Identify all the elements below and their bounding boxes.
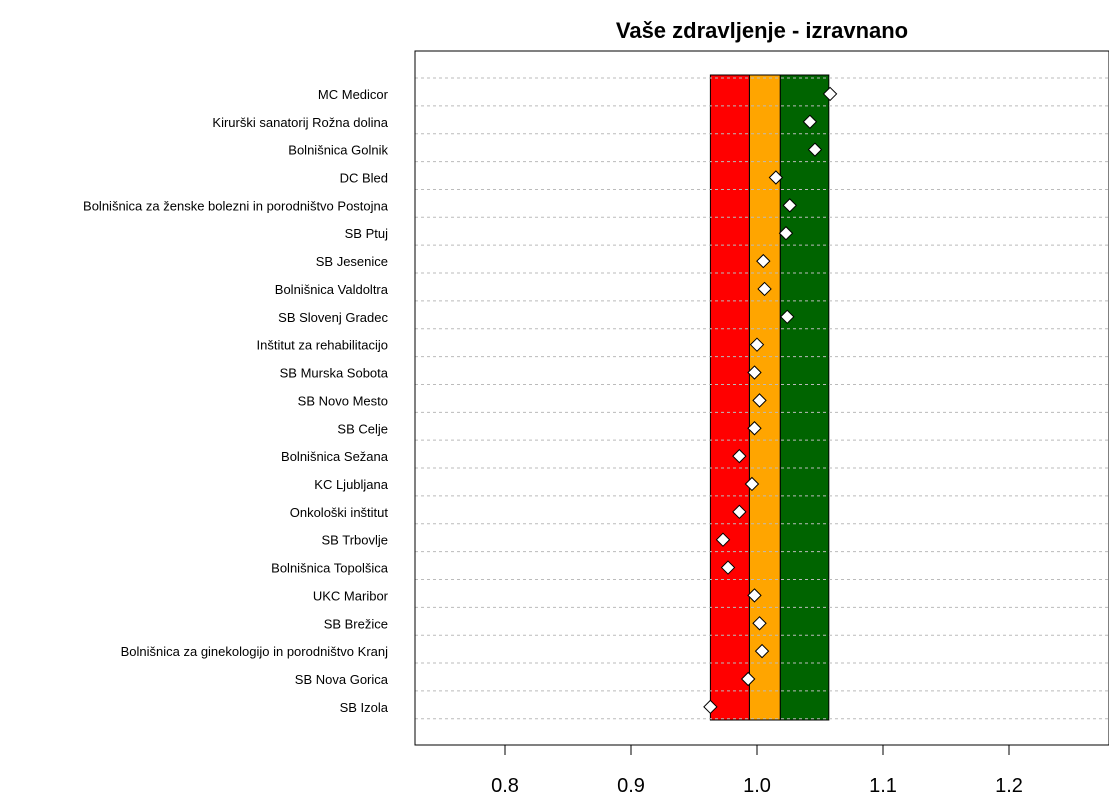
point-marker xyxy=(782,198,797,213)
point-marker xyxy=(715,532,731,547)
point-marker xyxy=(732,448,747,464)
point-marker xyxy=(822,86,838,102)
point-marker xyxy=(732,504,747,520)
category-label: SB Novo Mesto xyxy=(298,393,388,408)
x-tick-label: 1.0 xyxy=(743,775,771,797)
category-label: SB Jesenice xyxy=(316,254,388,269)
category-label: DC Bled xyxy=(340,171,388,186)
point-marker xyxy=(747,421,762,436)
point-marker xyxy=(778,226,794,241)
category-label: SB Brežice xyxy=(324,616,388,631)
x-tick-label: 1.2 xyxy=(995,775,1023,797)
category-label: Bolnišnica za ginekologijo in porodništv… xyxy=(121,644,388,659)
x-tick-label: 0.8 xyxy=(491,775,519,797)
category-label: SB Izola xyxy=(340,700,389,715)
point-marker xyxy=(752,616,767,631)
point-marker xyxy=(780,309,795,325)
point-marker xyxy=(757,281,772,297)
point-marker xyxy=(703,699,718,715)
band-0 xyxy=(709,74,750,721)
point-marker xyxy=(749,337,765,352)
category-label: UKC Maribor xyxy=(313,588,389,603)
y-axis-labels: MC Medicor Kirurški sanatorij Rožna dolin… xyxy=(83,87,389,715)
category-label: Bolnišnica za ženske bolezni in porodniš… xyxy=(83,198,389,213)
point-marker xyxy=(747,588,762,603)
x-axis: 0.8 0.9 1.0 1.1 1.2 xyxy=(491,744,1023,797)
category-label: Bolnišnica Topolšica xyxy=(271,561,389,576)
category-label: SB Trbovlje xyxy=(322,533,388,548)
point-marker xyxy=(752,393,767,408)
category-label: SB Nova Gorica xyxy=(295,672,389,687)
category-label: Kirurški sanatorij Rožna dolina xyxy=(212,115,388,130)
point-marker xyxy=(802,114,818,129)
point-marker xyxy=(754,643,770,659)
point-marker xyxy=(768,170,784,185)
category-label: SB Ptuj xyxy=(345,226,388,241)
band-2 xyxy=(779,74,830,721)
category-label: SB Celje xyxy=(337,421,388,436)
point-marker xyxy=(807,142,823,157)
point-marker xyxy=(744,476,760,492)
point-marker xyxy=(740,671,756,687)
category-label: Inštitut za rehabilitacijo xyxy=(256,338,388,353)
chart-title: Vaše zdravljenje - izravnano xyxy=(616,18,908,43)
category-label: MC Medicor xyxy=(318,87,389,102)
plot-area xyxy=(415,74,1109,721)
category-label: Onkološki inštitut xyxy=(290,505,389,520)
category-label: KC Ljubljana xyxy=(314,477,388,492)
x-tick-label: 1.1 xyxy=(869,775,897,797)
point-marker xyxy=(720,560,736,575)
point-marker xyxy=(756,253,771,269)
x-tick-label: 0.9 xyxy=(617,775,645,797)
category-label: SB Murska Sobota xyxy=(280,366,389,381)
category-label: Bolnišnica Golnik xyxy=(288,143,388,158)
category-label: Bolnišnica Sežana xyxy=(281,449,389,464)
category-label: Bolnišnica Valdoltra xyxy=(275,282,389,297)
category-label: SB Slovenj Gradec xyxy=(278,310,388,325)
point-marker xyxy=(747,365,762,380)
